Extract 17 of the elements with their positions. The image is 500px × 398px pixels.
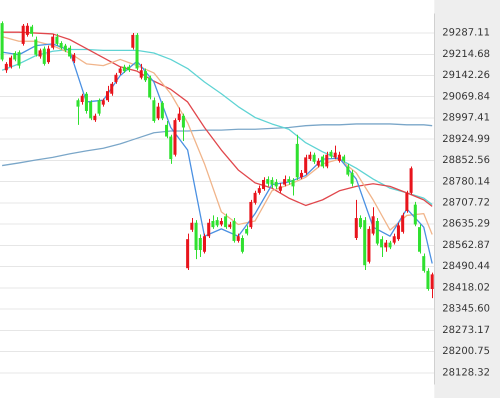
y-tick-label: 29214.68 — [442, 48, 490, 60]
y-tick-label: 29142.26 — [442, 70, 490, 82]
y-tick-label: 29069.84 — [442, 91, 490, 102]
y-tick-label: 28635.29 — [442, 218, 490, 230]
y-tick-label: 28997.41 — [442, 112, 490, 124]
y-tick-label: 29287.11 — [442, 28, 490, 39]
y-tick-label: 28418.02 — [442, 282, 490, 294]
y-tick-label: 28200.75 — [442, 346, 490, 358]
y-tick-label: 28490.44 — [442, 261, 490, 272]
y-tick-label: 28707.72 — [442, 197, 490, 208]
y-tick-label: 28852.56 — [442, 155, 490, 166]
y-tick-label: 28273.17 — [442, 324, 490, 336]
y-tick-label: 28345.60 — [442, 304, 490, 315]
y-tick-label: 28780.14 — [442, 176, 490, 188]
y-tick-label: 28128.32 — [442, 367, 490, 378]
y-tick-label: 28562.87 — [442, 240, 490, 251]
y-tick-label: 28924.99 — [442, 134, 490, 145]
